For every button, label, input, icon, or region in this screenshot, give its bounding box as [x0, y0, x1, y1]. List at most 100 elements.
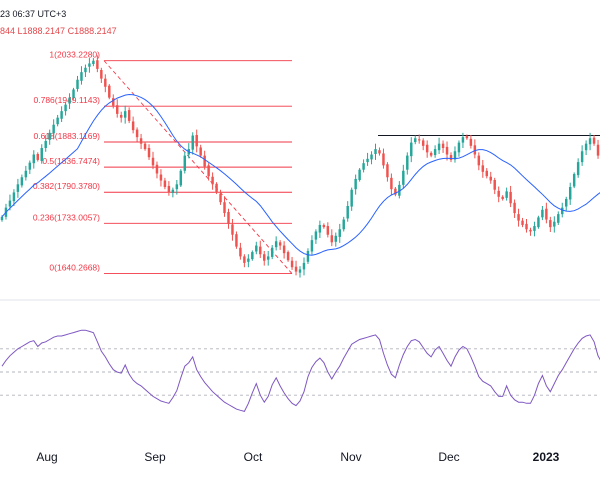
candle-body [259, 246, 262, 255]
candle-body [386, 164, 389, 178]
candle-body [421, 140, 425, 146]
candle-body [354, 178, 357, 190]
candle-body [517, 214, 520, 221]
candle-body [473, 145, 477, 155]
candle-body [505, 191, 508, 198]
candle-body [155, 164, 159, 174]
candle-body [350, 189, 353, 207]
candle-body [84, 67, 87, 73]
candle-body [565, 198, 568, 207]
candle-body [171, 189, 175, 193]
candle-body [195, 135, 198, 147]
candle-body [346, 206, 349, 219]
candle-body [410, 142, 413, 157]
header-timestamp: 23 06:37 UTC+3 [0, 9, 67, 19]
candle-body [338, 229, 341, 237]
candle-body [108, 85, 111, 98]
candle-body [362, 163, 365, 170]
candle-body [56, 117, 59, 125]
candle-body [437, 143, 441, 151]
candle-body [24, 170, 28, 178]
candle-body [282, 245, 286, 254]
candle-body [497, 190, 500, 197]
candle-body [449, 155, 453, 160]
candle-body [286, 252, 290, 261]
candle-body [215, 183, 218, 193]
candle-body [143, 143, 147, 150]
candle-body [485, 170, 488, 177]
x-tick-label: Aug [36, 450, 57, 464]
candle-body [207, 165, 210, 177]
candle-body [131, 121, 135, 131]
candle-body [461, 137, 465, 143]
candle-body [314, 231, 318, 240]
candle-body [139, 138, 143, 144]
candle-body [123, 111, 127, 118]
rsi-polyline [1, 329, 600, 412]
candle-body [306, 250, 310, 262]
candle-body [76, 79, 79, 89]
candle-body [441, 143, 445, 149]
candle-body [457, 142, 461, 153]
candle-body [104, 78, 107, 87]
candle-body [52, 124, 55, 134]
candle-body [545, 208, 548, 220]
candle-body [163, 180, 167, 188]
candle-body [151, 157, 155, 166]
fib-level-label: 0.5(1836.7474) [42, 156, 100, 166]
candle-body [465, 136, 469, 139]
candle-body [159, 174, 163, 181]
candle-body [509, 191, 512, 204]
ma-line [1, 93, 600, 256]
candle-body [469, 138, 473, 146]
candlesticks [0, 55, 600, 278]
candle-body [358, 169, 361, 180]
candle-body [294, 266, 298, 272]
candle-body [183, 155, 187, 171]
candle-body [453, 151, 457, 160]
fib-level-label: 0.382(1790.3780) [33, 181, 100, 191]
candle-body [541, 209, 544, 218]
candle-body [298, 269, 302, 273]
candle-body [553, 221, 556, 227]
x-tick-label: Sep [144, 450, 166, 464]
candle-body [477, 155, 481, 166]
candle-body [116, 105, 119, 114]
candle-body [576, 162, 580, 176]
candle-body [501, 196, 504, 199]
candle-body [557, 214, 560, 223]
fibonacci-retracement[interactable]: 1(2033.2280) 0.786(1949.1143) 0.618(1883.1… [33, 50, 292, 275]
candle-body [592, 137, 596, 144]
candle-body [529, 229, 532, 232]
candle-body [68, 97, 71, 104]
candle-body [60, 111, 63, 119]
candle-body [334, 235, 338, 242]
candle-body [537, 217, 540, 228]
candle-body [584, 143, 588, 151]
candle-body [100, 69, 103, 79]
candle-body [525, 223, 528, 230]
candle-body [342, 219, 345, 230]
candle-body [28, 162, 32, 170]
candle-body [251, 252, 254, 260]
x-tick-label: Oct [244, 450, 263, 464]
candle-body [219, 193, 222, 203]
candle-body [235, 234, 238, 247]
candle-body [414, 138, 417, 143]
candle-body [322, 224, 326, 228]
candle-body [247, 258, 250, 262]
candle-body [366, 158, 369, 163]
candle-body [88, 63, 91, 67]
candle-body [481, 165, 485, 172]
fib-level-label: 0.786(1949.1143) [34, 95, 101, 105]
candle-body [270, 247, 274, 257]
candle-body [580, 151, 584, 163]
candle-body [44, 140, 47, 149]
rsi-levels [0, 348, 600, 396]
candle-body [326, 226, 330, 235]
candle-body [199, 147, 202, 156]
candle-body [175, 184, 179, 190]
candle-body [12, 192, 16, 202]
candle-body [290, 260, 294, 268]
